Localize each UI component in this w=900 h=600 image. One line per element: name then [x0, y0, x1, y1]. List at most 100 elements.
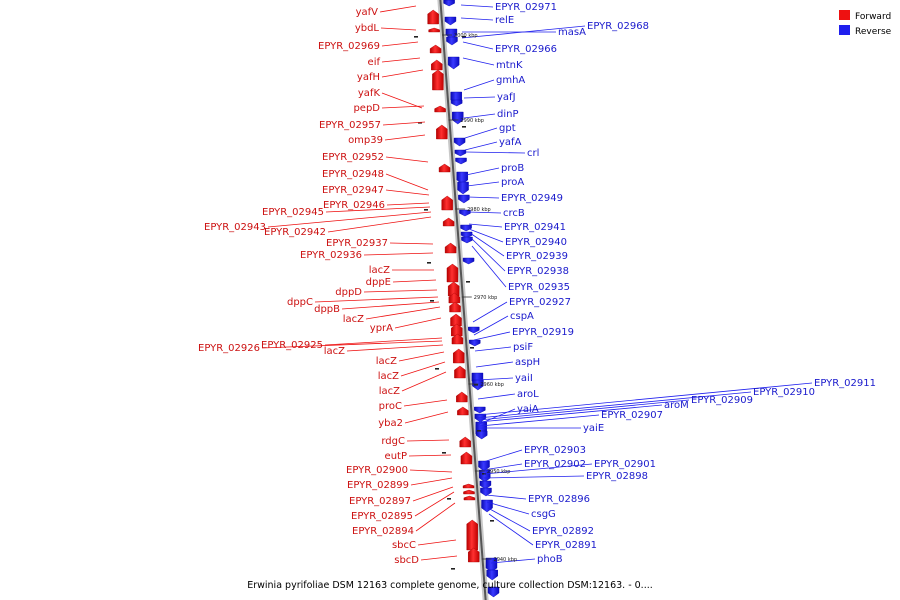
forward-gene-label-dppe[interactable]: dppE: [366, 277, 391, 288]
reverse-gene-label-epyr-02902[interactable]: EPYR_02902: [524, 459, 586, 470]
forward-gene-arrow[interactable]: [442, 217, 455, 227]
forward-gene-label-epyr-02925[interactable]: EPYR_02925: [261, 340, 323, 351]
forward-gene-label-lacz[interactable]: lacZ: [324, 346, 345, 357]
forward-gene-label-lacz[interactable]: lacZ: [376, 356, 397, 367]
reverse-gene-arrow[interactable]: [479, 480, 492, 490]
reverse-gene-arrow[interactable]: [447, 56, 460, 70]
forward-gene-label-ypra[interactable]: yprA: [370, 323, 393, 334]
reverse-gene-label-arol[interactable]: aroL: [517, 389, 539, 400]
forward-gene-arrow[interactable]: [462, 483, 475, 489]
reverse-gene-label-epyr-02927[interactable]: EPYR_02927: [509, 297, 571, 308]
reverse-gene-label-cspa[interactable]: cspA: [510, 311, 534, 322]
reverse-gene-arrow[interactable]: [446, 36, 458, 46]
forward-gene-arrow[interactable]: [441, 195, 453, 211]
reverse-gene-label-epyr-02968[interactable]: EPYR_02968: [587, 21, 649, 32]
reverse-gene-label-epyr-02940[interactable]: EPYR_02940: [505, 237, 567, 248]
reverse-gene-label-epyr-02903[interactable]: EPYR_02903: [524, 445, 586, 456]
reverse-gene-label-epyr-02901[interactable]: EPYR_02901: [594, 459, 656, 470]
forward-gene-label-yafv[interactable]: yafV: [356, 7, 379, 18]
reverse-gene-label-proa[interactable]: proA: [501, 177, 524, 188]
reverse-gene-label-epyr-02919[interactable]: EPYR_02919: [512, 327, 574, 338]
reverse-gene-label-epyr-02898[interactable]: EPYR_02898: [586, 471, 648, 482]
reverse-gene-label-rele[interactable]: relE: [495, 15, 514, 26]
reverse-gene-label-epyr-02935[interactable]: EPYR_02935: [508, 282, 570, 293]
forward-gene-label-ybdl[interactable]: ybdL: [355, 23, 380, 34]
reverse-gene-arrow[interactable]: [480, 487, 492, 497]
reverse-gene-label-epyr-02971[interactable]: EPYR_02971: [495, 2, 557, 13]
reverse-gene-label-epyr-02941[interactable]: EPYR_02941: [504, 222, 566, 233]
forward-gene-arrow[interactable]: [457, 406, 469, 416]
forward-gene-label-eutp[interactable]: eutP: [385, 451, 407, 462]
forward-gene-label-epyr-02942[interactable]: EPYR_02942: [264, 227, 326, 238]
reverse-gene-arrow[interactable]: [478, 460, 490, 472]
forward-gene-arrow[interactable]: [463, 489, 475, 495]
reverse-gene-arrow[interactable]: [461, 236, 473, 244]
reverse-gene-label-epyr-02911[interactable]: EPYR_02911: [814, 378, 876, 389]
reverse-gene-arrow[interactable]: [443, 0, 455, 7]
reverse-gene-label-epyr-02896[interactable]: EPYR_02896: [528, 494, 590, 505]
reverse-gene-arrow[interactable]: [453, 137, 466, 147]
forward-gene-label-lacz[interactable]: lacZ: [343, 314, 364, 325]
reverse-gene-label-prob[interactable]: proB: [501, 163, 524, 174]
reverse-gene-label-gmha[interactable]: gmhA: [496, 75, 525, 86]
reverse-gene-label-epyr-02938[interactable]: EPYR_02938: [507, 266, 569, 277]
reverse-gene-arrow[interactable]: [444, 16, 457, 26]
forward-gene-label-epyr-02899[interactable]: EPYR_02899: [347, 480, 409, 491]
reverse-gene-label-epyr-02966[interactable]: EPYR_02966: [495, 44, 557, 55]
reverse-gene-arrow[interactable]: [460, 231, 473, 239]
reverse-gene-label-mtnk[interactable]: mtnK: [496, 60, 523, 71]
forward-gene-label-lacz[interactable]: lacZ: [378, 371, 399, 382]
forward-gene-label-sbcd[interactable]: sbcD: [394, 555, 419, 566]
forward-gene-label-sbcc[interactable]: sbcC: [392, 540, 416, 551]
forward-gene-arrow[interactable]: [446, 263, 459, 283]
forward-gene-label-epyr-02894[interactable]: EPYR_02894: [352, 526, 414, 537]
reverse-gene-label-epyr-02892[interactable]: EPYR_02892: [532, 526, 594, 537]
forward-gene-label-omp39[interactable]: omp39: [348, 135, 383, 146]
reverse-gene-label-crcb[interactable]: crcB: [503, 208, 525, 219]
reverse-gene-label-phob[interactable]: phoB: [537, 554, 563, 565]
reverse-gene-label-epyr-02891[interactable]: EPYR_02891: [535, 540, 597, 551]
reverse-gene-label-masa[interactable]: masA: [558, 27, 586, 38]
reverse-gene-arrow[interactable]: [468, 326, 480, 334]
reverse-gene-arrow[interactable]: [475, 430, 488, 440]
forward-gene-label-epyr-02969[interactable]: EPYR_02969: [318, 41, 380, 52]
forward-gene-label-epyr-02943[interactable]: EPYR_02943: [204, 222, 266, 233]
forward-gene-arrow[interactable]: [427, 9, 439, 25]
forward-gene-arrow[interactable]: [468, 547, 480, 563]
reverse-gene-label-yafa[interactable]: yafA: [499, 137, 522, 148]
forward-gene-arrow[interactable]: [449, 301, 461, 313]
forward-gene-arrow[interactable]: [453, 348, 465, 364]
reverse-gene-label-dinp[interactable]: dinP: [497, 109, 519, 120]
forward-gene-label-epyr-02926[interactable]: EPYR_02926: [198, 343, 260, 354]
forward-gene-arrow[interactable]: [428, 27, 440, 33]
reverse-gene-label-yaii[interactable]: yaiI: [515, 373, 533, 384]
forward-gene-label-rdgc[interactable]: rdgC: [381, 436, 405, 447]
forward-gene-label-epyr-02957[interactable]: EPYR_02957: [319, 120, 381, 131]
forward-gene-label-epyr-02952[interactable]: EPYR_02952: [322, 152, 384, 163]
forward-gene-arrow[interactable]: [432, 69, 444, 91]
forward-gene-label-epyr-02948[interactable]: EPYR_02948: [322, 169, 384, 180]
reverse-gene-arrow[interactable]: [460, 224, 472, 232]
forward-gene-arrow[interactable]: [444, 242, 457, 254]
reverse-gene-label-crl[interactable]: crl: [527, 148, 539, 159]
forward-gene-label-dppd[interactable]: dppD: [335, 287, 362, 298]
reverse-gene-label-arom[interactable]: aroM: [664, 400, 689, 411]
reverse-gene-label-epyr-02907[interactable]: EPYR_02907: [601, 410, 663, 421]
reverse-gene-label-yaia[interactable]: yaiA: [517, 404, 539, 415]
reverse-gene-arrow[interactable]: [486, 569, 498, 581]
reverse-gene-label-gpt[interactable]: gpt: [499, 123, 516, 134]
forward-gene-arrow[interactable]: [450, 313, 462, 327]
forward-gene-arrow[interactable]: [448, 292, 461, 304]
forward-gene-arrow[interactable]: [463, 495, 476, 501]
reverse-gene-arrow[interactable]: [452, 111, 464, 125]
reverse-gene-arrow[interactable]: [457, 181, 469, 195]
reverse-gene-arrow[interactable]: [458, 194, 470, 204]
reverse-gene-label-epyr-02909[interactable]: EPYR_02909: [691, 395, 753, 406]
reverse-gene-arrow[interactable]: [459, 209, 471, 217]
forward-gene-label-epyr-02947[interactable]: EPYR_02947: [322, 185, 384, 196]
forward-gene-label-yafk[interactable]: yafK: [358, 88, 381, 99]
reverse-gene-arrow[interactable]: [469, 339, 481, 347]
reverse-gene-arrow[interactable]: [487, 586, 500, 598]
reverse-gene-label-epyr-02949[interactable]: EPYR_02949: [501, 193, 563, 204]
forward-gene-label-epyr-02895[interactable]: EPYR_02895: [351, 511, 413, 522]
